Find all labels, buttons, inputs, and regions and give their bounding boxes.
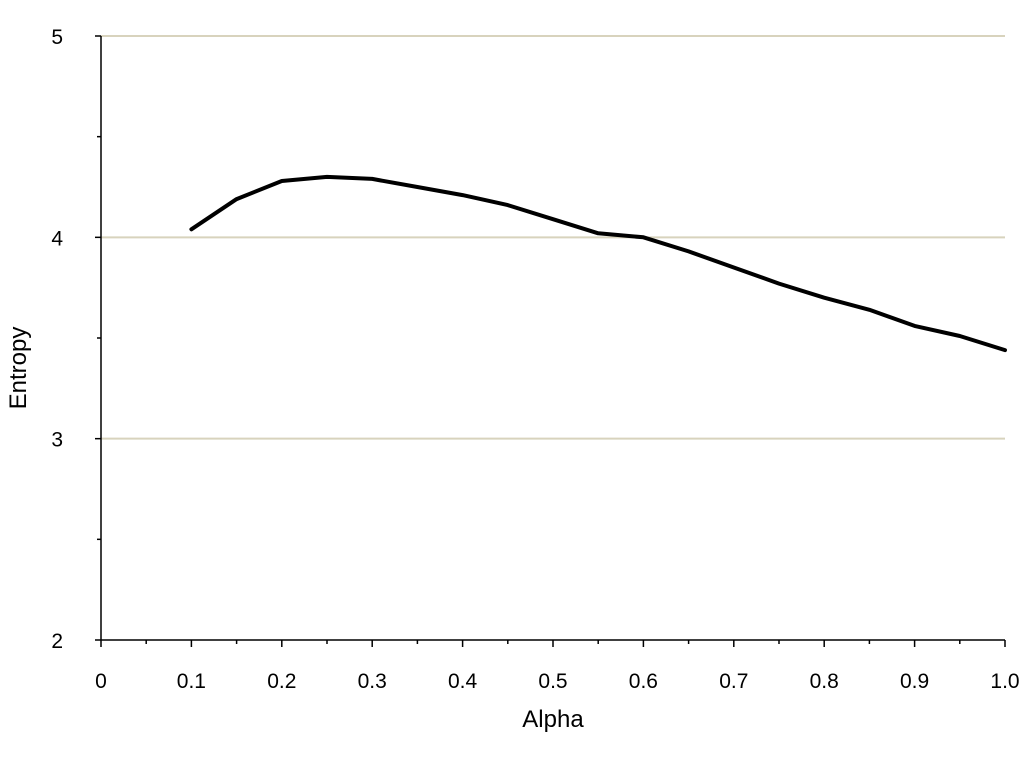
x-tick-label-4: 0.4 xyxy=(448,670,478,693)
axes xyxy=(100,36,1005,641)
x-tick-label-9: 0.9 xyxy=(900,670,929,693)
x-tick-label-6: 0.6 xyxy=(629,670,658,693)
ticks: 2 3 4 5 0 0.1 0.2 0.3 0.4 0.5 0.6 0.7 0.8 0.9 1.0 xyxy=(51,26,1019,693)
series xyxy=(189,174,1007,353)
x-tick-label-7: 0.7 xyxy=(719,670,748,693)
x-tick-label-8: 0.8 xyxy=(810,670,839,693)
y-tick-label-3: 5 xyxy=(51,26,63,49)
x-tick-label-5: 0.5 xyxy=(538,670,567,693)
x-tick-label-10: 1.0 xyxy=(990,670,1019,693)
y-axis-title: Entropy xyxy=(5,327,32,410)
x-axis-title: Alpha xyxy=(522,706,584,733)
x-tick-label-0: 0 xyxy=(95,670,107,693)
y-tick-label-2: 4 xyxy=(51,227,63,250)
y-tick-label-0: 2 xyxy=(51,630,63,653)
x-tick-label-2: 0.2 xyxy=(267,670,296,693)
series-line-0 xyxy=(189,174,1007,353)
x-tick-label-3: 0.3 xyxy=(358,670,387,693)
y-tick-label-1: 3 xyxy=(51,429,63,452)
gridlines xyxy=(101,35,1005,440)
x-tick-label-1: 0.1 xyxy=(177,670,206,693)
